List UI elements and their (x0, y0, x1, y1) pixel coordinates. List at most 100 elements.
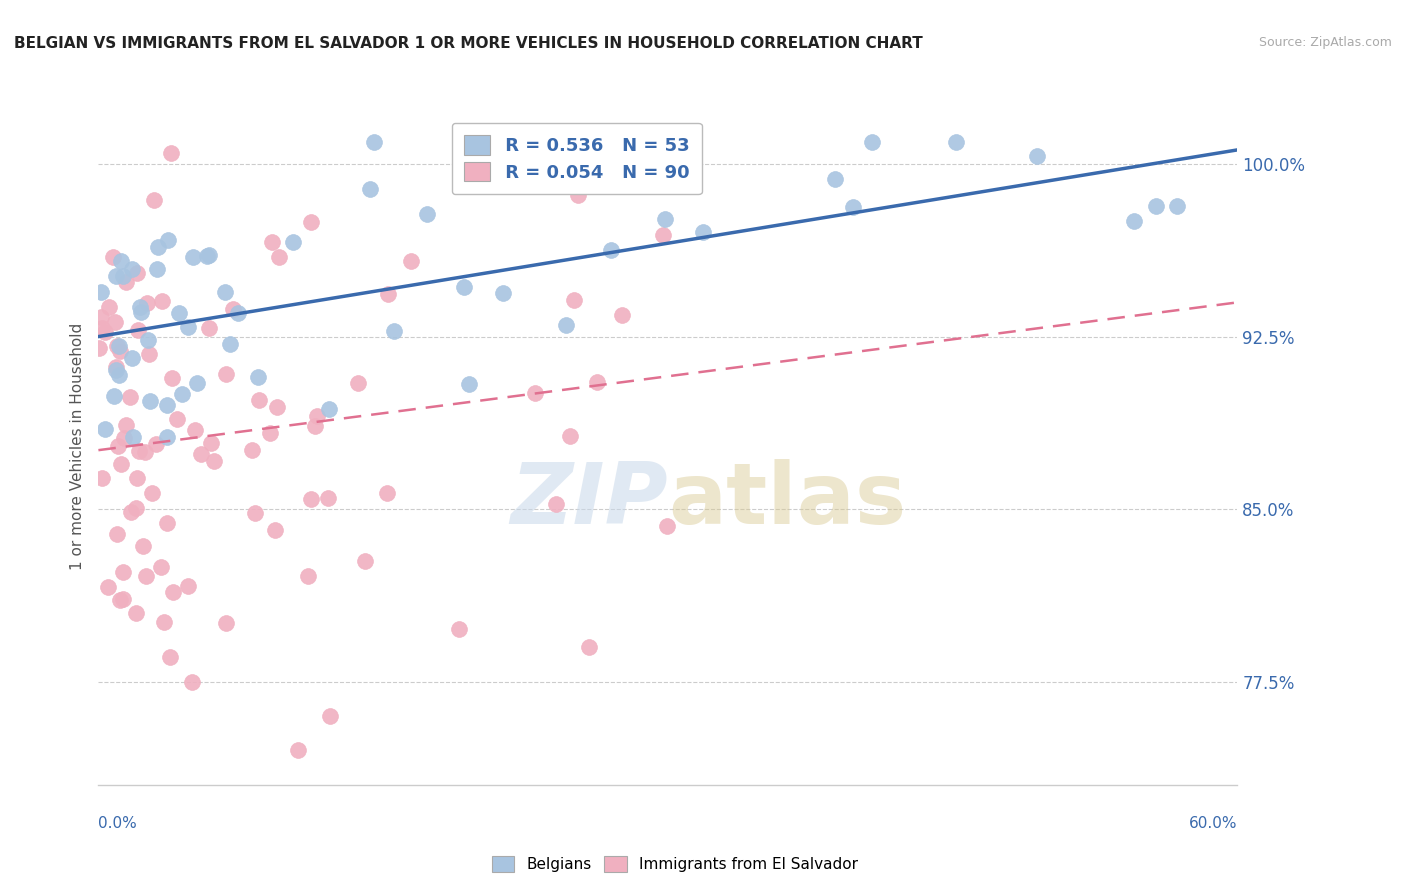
Point (111, 269, 134, 284)
Point (90, 285, 112, 299)
Point (98, 300, 121, 314)
Point (90, 320, 112, 334)
Point (1144, 199, 1167, 213)
Point (654, 212, 676, 227)
Point (226, 306, 249, 320)
Point (945, 135, 967, 149)
Point (90, 310, 112, 325)
Point (141, 485, 163, 500)
Point (304, 419, 326, 434)
Point (195, 249, 218, 263)
Point (135, 569, 157, 583)
Point (96, 580, 118, 594)
Point (652, 227, 675, 242)
Point (214, 285, 236, 299)
Text: BELGIAN VS IMMIGRANTS FROM EL SALVADOR 1 OR MORE VEHICLES IN HOUSEHOLD CORRELATI: BELGIAN VS IMMIGRANTS FROM EL SALVADOR 1… (14, 36, 922, 51)
Point (148, 240, 170, 254)
Legend: Belgians, Immigrants from El Salvador: Belgians, Immigrants from El Salvador (484, 848, 866, 880)
Point (122, 429, 145, 443)
Point (297, 568, 319, 582)
Point (222, 302, 245, 317)
Point (184, 423, 207, 437)
Point (1026, 149, 1049, 163)
Point (186, 376, 208, 390)
Point (262, 235, 284, 249)
Point (612, 308, 634, 322)
Point (299, 215, 322, 229)
Point (266, 401, 288, 415)
Point (555, 318, 578, 333)
Point (111, 565, 134, 579)
Point (105, 360, 128, 375)
Point (129, 305, 152, 319)
Point (177, 580, 200, 594)
Point (108, 338, 131, 352)
Point (180, 674, 202, 689)
Point (167, 306, 190, 320)
Point (263, 523, 285, 537)
Point (218, 337, 240, 351)
Point (152, 615, 174, 630)
Point (120, 390, 142, 404)
Point (162, 585, 184, 599)
Point (860, 135, 883, 149)
Point (600, 243, 623, 257)
Point (197, 320, 219, 334)
Point (347, 376, 370, 391)
Point (246, 370, 269, 384)
Point (243, 507, 266, 521)
Point (842, 200, 865, 214)
Point (112, 431, 135, 445)
Point (105, 527, 128, 541)
Point (353, 553, 375, 567)
Point (94, 422, 117, 436)
Point (127, 323, 149, 337)
Point (240, 442, 263, 457)
Point (692, 225, 714, 239)
Point (156, 398, 179, 412)
Point (215, 367, 238, 381)
Point (655, 157, 678, 171)
Point (458, 376, 481, 391)
Point (215, 615, 238, 630)
Text: 0.0%: 0.0% (98, 815, 138, 830)
Point (134, 445, 156, 459)
Point (138, 347, 160, 361)
Point (124, 501, 146, 516)
Point (318, 709, 340, 723)
Point (110, 457, 132, 471)
Point (181, 250, 204, 264)
Point (110, 254, 132, 268)
Point (120, 505, 142, 519)
Point (150, 294, 173, 309)
Point (375, 486, 398, 500)
Point (401, 253, 423, 268)
Point (824, 171, 846, 186)
Point (101, 251, 124, 265)
Text: ZIP: ZIP (510, 458, 668, 541)
Point (318, 401, 340, 416)
Point (115, 418, 138, 433)
Point (558, 429, 581, 443)
Point (135, 296, 157, 310)
Point (657, 518, 679, 533)
Point (578, 640, 600, 654)
Point (156, 516, 179, 530)
Point (142, 193, 165, 207)
Point (492, 285, 515, 300)
Point (287, 743, 309, 757)
Text: Source: ZipAtlas.com: Source: ZipAtlas.com (1258, 36, 1392, 49)
Point (103, 389, 125, 403)
Point (585, 375, 607, 389)
Point (416, 207, 439, 221)
Point (200, 436, 222, 450)
Point (269, 250, 291, 264)
Point (136, 333, 159, 347)
Point (127, 266, 149, 280)
Point (166, 412, 188, 426)
Point (177, 319, 200, 334)
Point (562, 293, 585, 307)
Point (105, 339, 128, 353)
Point (125, 606, 148, 620)
Point (363, 135, 385, 149)
